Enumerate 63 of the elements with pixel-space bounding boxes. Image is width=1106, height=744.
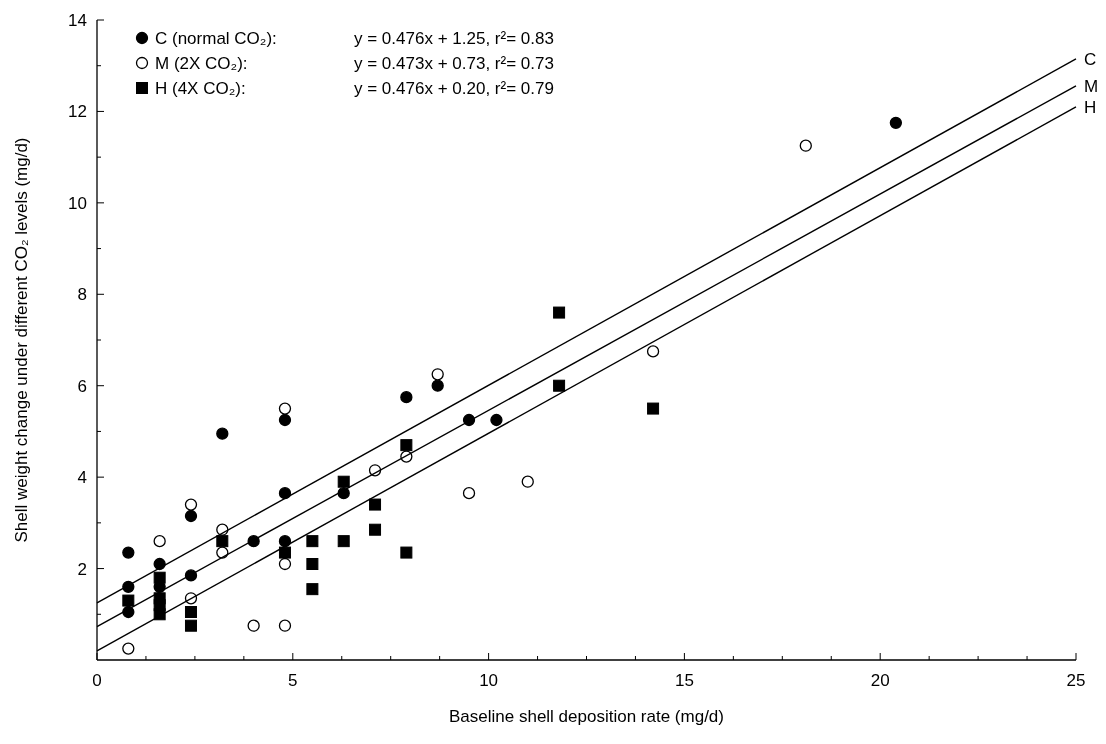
y-tick-label: 6 xyxy=(77,376,87,396)
point xyxy=(337,475,350,488)
point xyxy=(647,402,660,415)
point xyxy=(369,523,382,536)
y-tick-label: 14 xyxy=(68,10,87,30)
series-label: H xyxy=(1084,97,1097,117)
point xyxy=(306,535,319,548)
point xyxy=(337,535,350,548)
point xyxy=(553,306,566,319)
y-tick-label: 4 xyxy=(77,468,87,488)
point xyxy=(889,116,903,130)
point xyxy=(521,475,534,488)
series-label: C xyxy=(1084,49,1097,69)
point xyxy=(184,619,197,632)
point xyxy=(278,486,292,500)
point xyxy=(278,546,291,559)
y-tick-label: 12 xyxy=(68,102,87,122)
x-tick-label: 10 xyxy=(479,671,499,690)
y-tick-label: 2 xyxy=(77,559,87,579)
legend-label: H (4X CO₂): xyxy=(155,78,246,98)
point xyxy=(431,379,444,392)
point xyxy=(400,546,413,559)
point xyxy=(462,486,476,500)
point xyxy=(306,583,319,596)
point xyxy=(122,642,135,655)
annotation: y = 0.473x + 0.73, r²= 0.73 xyxy=(354,53,554,73)
point xyxy=(216,427,229,440)
point xyxy=(216,535,229,548)
point xyxy=(278,619,292,632)
legend-label: M (2X CO₂): xyxy=(155,53,248,73)
y-tick-label: 8 xyxy=(77,285,87,305)
point xyxy=(122,546,135,559)
y-axis-title: Shell weight change under different CO₂ levels (mg/d) xyxy=(12,137,31,543)
point xyxy=(400,390,413,404)
legend-label: C (normal CO₂): xyxy=(155,28,277,48)
annotation: y = 0.476x + 1.25, r²= 0.83 xyxy=(354,28,554,48)
x-tick-label: 20 xyxy=(870,671,890,690)
point xyxy=(799,139,812,152)
point xyxy=(369,498,382,511)
point xyxy=(431,368,444,381)
point xyxy=(278,402,292,415)
x-tick-label: 5 xyxy=(288,671,298,690)
point xyxy=(278,413,292,427)
point xyxy=(184,606,197,618)
x-tick-label: 15 xyxy=(674,671,694,690)
point xyxy=(122,594,135,607)
x-tick-label: 25 xyxy=(1066,671,1086,690)
point xyxy=(153,534,166,548)
point xyxy=(153,571,166,584)
x-tick-label: 0 xyxy=(92,671,102,690)
point xyxy=(646,345,660,358)
point xyxy=(400,439,413,452)
point xyxy=(306,558,319,570)
point xyxy=(278,557,292,571)
series-label: M xyxy=(1084,76,1099,96)
point xyxy=(184,498,198,511)
x-axis-title: Baseline shell deposition rate (mg/d) xyxy=(449,707,724,726)
y-tick-label: 10 xyxy=(68,193,87,213)
point xyxy=(247,619,260,632)
point xyxy=(553,379,566,392)
point xyxy=(184,509,198,523)
annotation: y = 0.476x + 0.20, r²= 0.79 xyxy=(354,78,554,98)
point xyxy=(490,413,503,427)
